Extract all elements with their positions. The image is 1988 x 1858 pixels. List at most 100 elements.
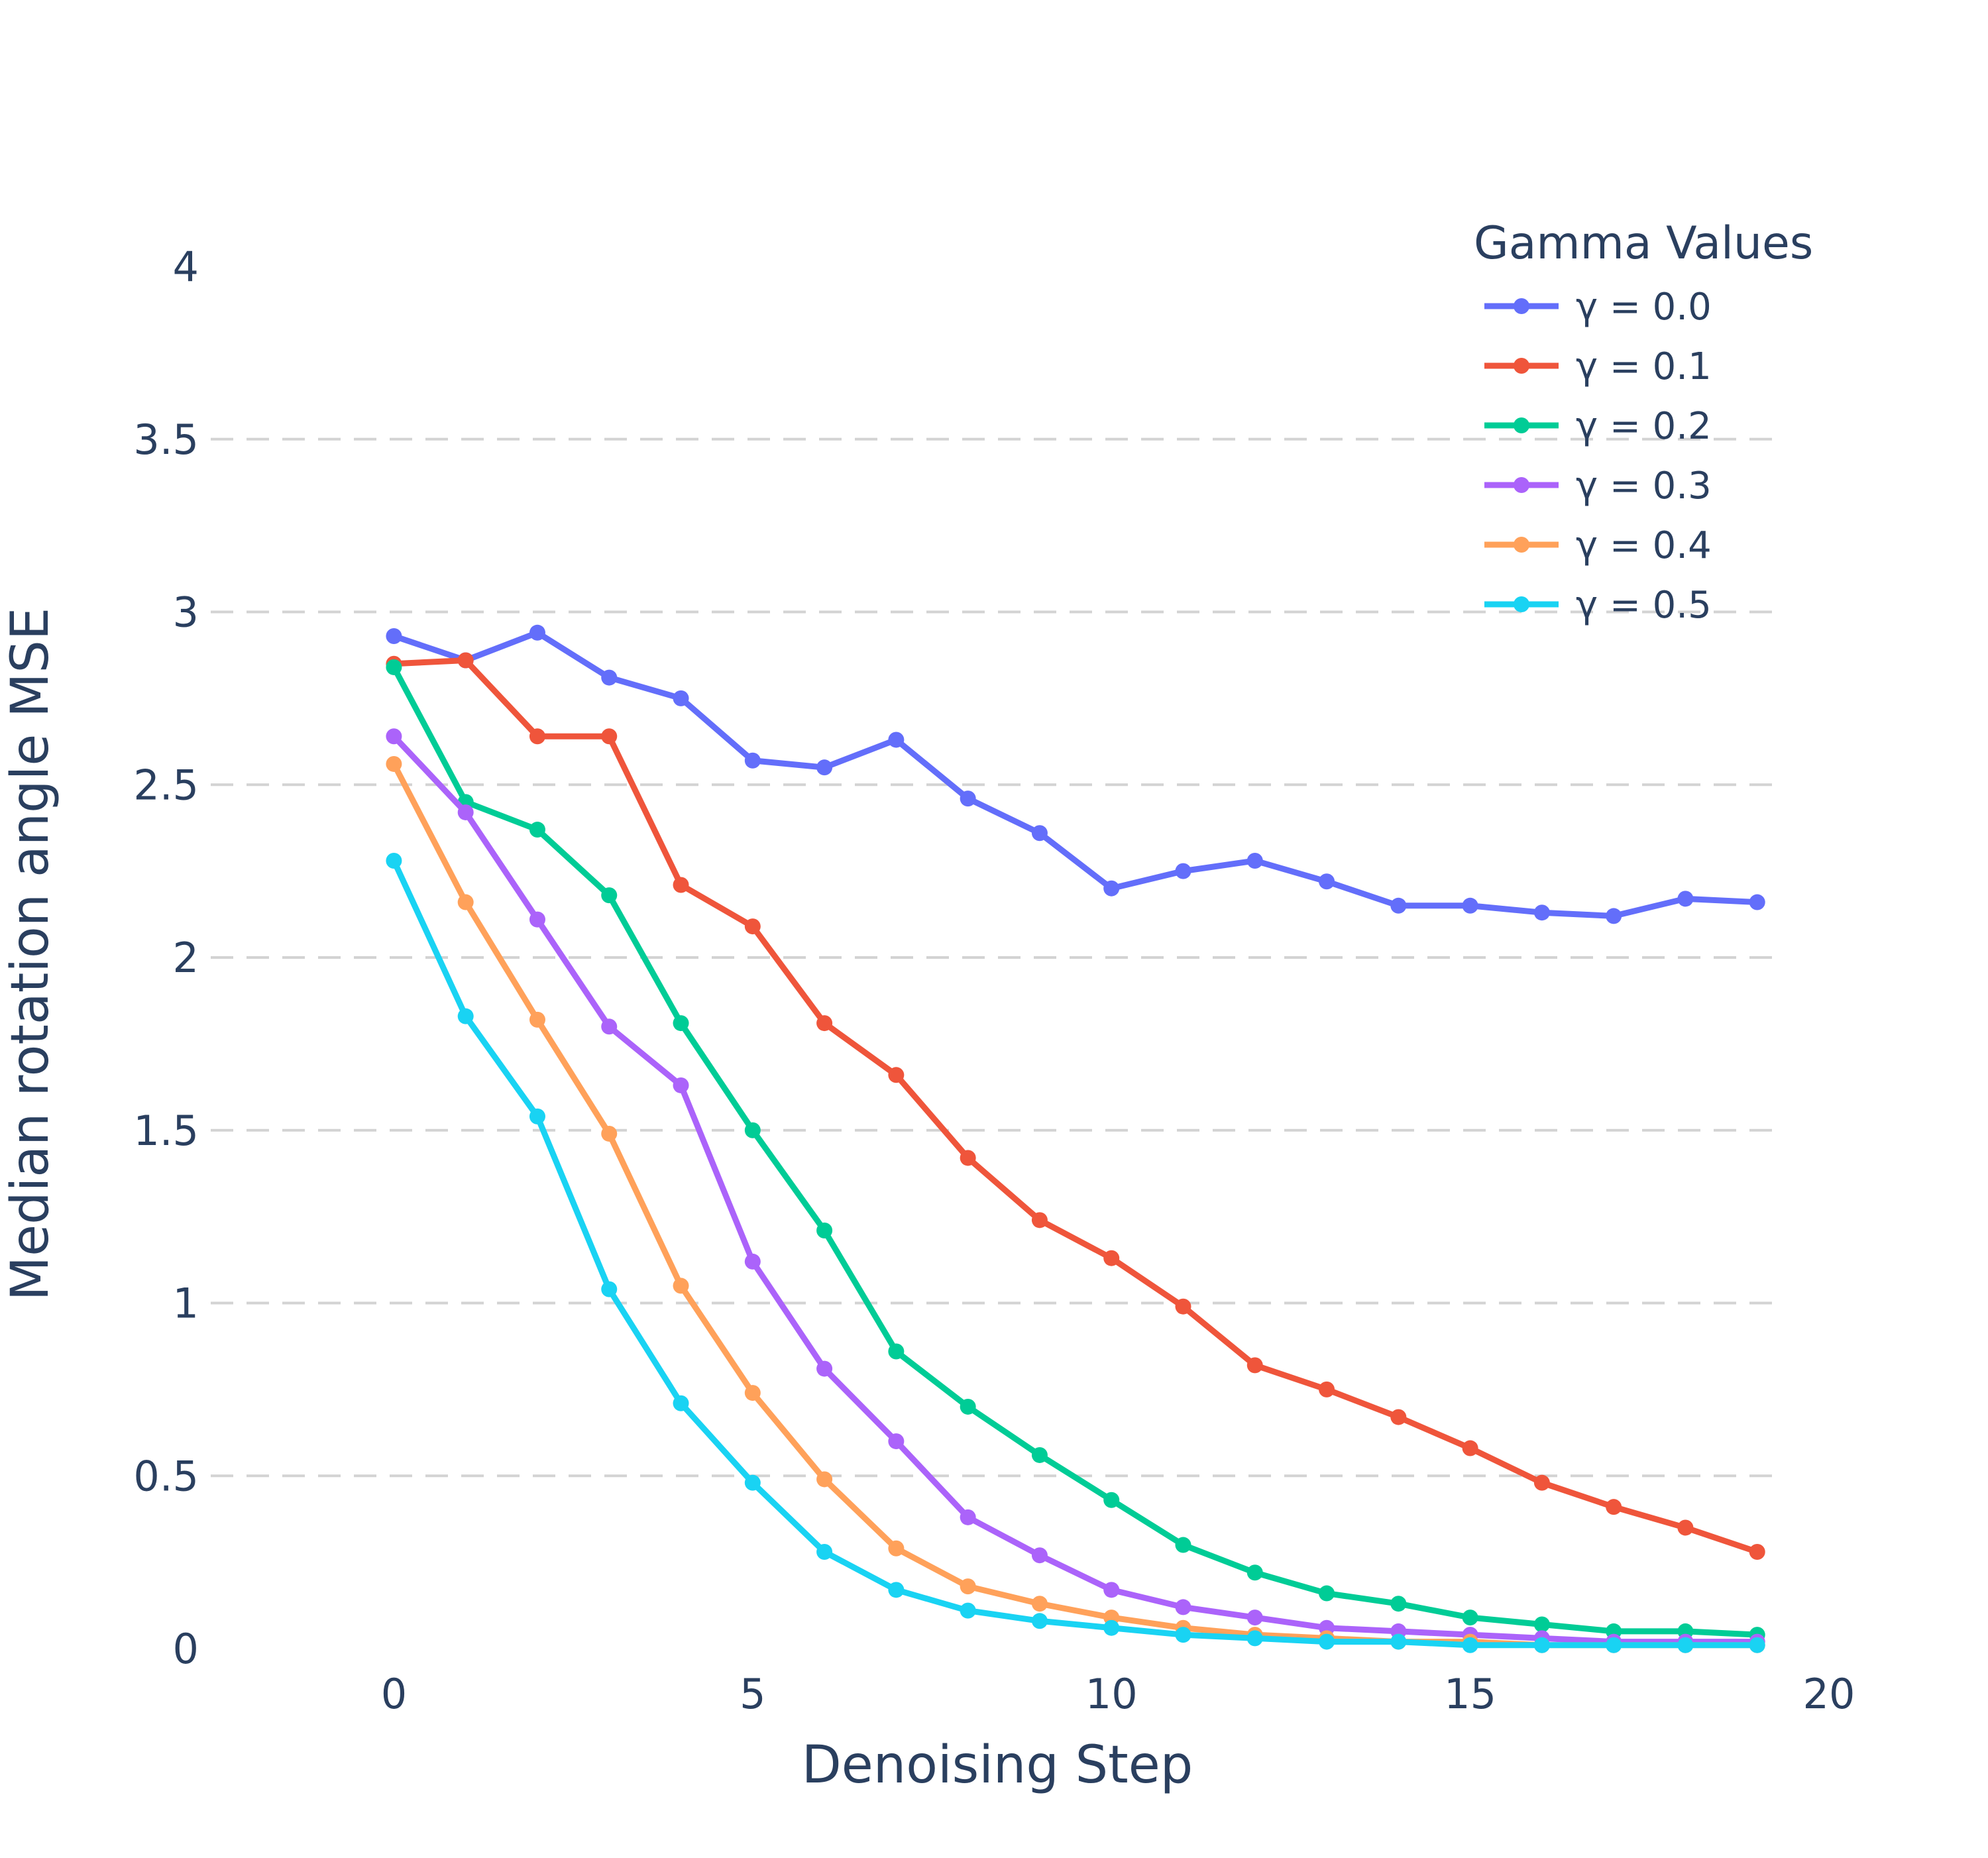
legend-label: γ = 0.0 — [1576, 286, 1712, 329]
data-point — [816, 1471, 833, 1488]
data-point — [601, 887, 618, 904]
y-tick-label: 1 — [173, 1280, 199, 1328]
x-tick-label: 10 — [1085, 1670, 1138, 1718]
data-point — [1175, 1627, 1191, 1643]
data-point — [529, 911, 545, 928]
data-point — [816, 1360, 833, 1377]
data-point — [1749, 1543, 1765, 1560]
data-point — [1462, 1440, 1478, 1456]
x-axis-title: Denoising Step — [802, 1735, 1193, 1795]
series-2 — [386, 659, 1765, 1643]
data-point — [529, 822, 545, 838]
data-point — [816, 1543, 833, 1560]
data-point — [1533, 1637, 1550, 1653]
data-point — [1103, 1492, 1120, 1508]
data-point — [1533, 1474, 1550, 1491]
data-point — [1606, 908, 1622, 924]
data-point — [457, 1008, 474, 1024]
data-point — [601, 1125, 618, 1142]
legend-item-1[interactable]: γ = 0.1 — [1484, 345, 1712, 388]
series-3 — [386, 728, 1765, 1650]
data-point — [386, 755, 402, 772]
data-point — [1677, 1637, 1694, 1653]
legend-item-2[interactable]: γ = 0.2 — [1484, 405, 1712, 448]
data-point — [960, 1150, 976, 1166]
data-point — [1246, 1630, 1263, 1647]
legend-item-4[interactable]: γ = 0.4 — [1484, 524, 1712, 567]
legend-label: γ = 0.5 — [1576, 584, 1712, 627]
data-point — [1103, 1250, 1120, 1266]
series-line — [390, 857, 1761, 1649]
data-point — [386, 728, 402, 745]
data-point — [1319, 1381, 1335, 1397]
data-point — [529, 1108, 545, 1124]
data-point — [601, 1018, 618, 1035]
legend-label: γ = 0.3 — [1576, 465, 1712, 508]
data-point — [1749, 894, 1765, 910]
legend-item-0[interactable]: γ = 0.0 — [1484, 286, 1712, 329]
y-tick-labels: 0 0.5 1 1.5 2 2.5 3 3.5 4 — [133, 243, 199, 1673]
data-point — [1319, 1633, 1335, 1650]
y-tick-label: 3 — [173, 588, 199, 637]
legend-title: Gamma Values — [1474, 217, 1813, 270]
x-tick-label: 20 — [1803, 1670, 1855, 1718]
data-point — [816, 759, 833, 776]
data-point — [1390, 1409, 1407, 1425]
data-point — [1103, 1582, 1120, 1598]
data-point — [457, 804, 474, 820]
legend-items: γ = 0.0 γ = 0.1 γ = 0.2 γ = 0.3 γ = 0.4 γ = 0… — [1484, 286, 1712, 627]
legend-label: γ = 0.4 — [1576, 524, 1712, 567]
y-tick-label: 1.5 — [133, 1107, 199, 1155]
data-point — [529, 1011, 545, 1028]
data-point — [1390, 897, 1407, 914]
series-line — [390, 664, 1761, 1638]
series-5 — [386, 852, 1765, 1653]
legend-item-5[interactable]: γ = 0.5 — [1484, 584, 1712, 627]
data-point — [1175, 1537, 1191, 1553]
data-point — [1031, 1547, 1048, 1564]
data-point — [1462, 1610, 1478, 1626]
data-point — [673, 690, 689, 706]
data-point — [1175, 1599, 1191, 1615]
data-point — [1175, 1298, 1191, 1315]
data-point — [601, 1281, 618, 1297]
data-point — [529, 728, 545, 745]
data-point — [1606, 1637, 1622, 1653]
legend-swatch-marker — [1514, 537, 1529, 553]
data-point — [1319, 1585, 1335, 1602]
data-point — [457, 894, 474, 910]
series-line — [390, 761, 1761, 1649]
data-point — [1103, 1619, 1120, 1636]
data-point — [601, 728, 618, 745]
legend: Gamma Values γ = 0.0γ = 0.1γ = 0.2γ = 0.… — [1474, 217, 1813, 627]
y-tick-label: 2.5 — [133, 761, 199, 809]
y-tick-label: 3.5 — [133, 415, 199, 464]
legend-item-3[interactable]: γ = 0.3 — [1484, 465, 1712, 508]
data-point — [673, 1395, 689, 1411]
data-point — [960, 1578, 976, 1595]
data-point — [1749, 1637, 1765, 1653]
data-point — [386, 852, 402, 869]
x-tick-label: 0 — [381, 1670, 407, 1718]
legend-swatch-marker — [1514, 417, 1529, 433]
data-point — [1390, 1596, 1407, 1612]
y-tick-label: 0 — [173, 1625, 199, 1673]
data-point — [1031, 1613, 1048, 1629]
legend-swatch-marker — [1514, 298, 1529, 314]
x-tick-labels: 0 5 10 15 20 — [381, 1670, 1855, 1718]
data-point — [1175, 863, 1191, 879]
grid-layer — [211, 437, 1776, 1478]
data-point — [601, 669, 618, 686]
series-0 — [386, 624, 1765, 924]
data-point — [1246, 1610, 1263, 1626]
data-point — [816, 1222, 833, 1238]
data-point — [1246, 852, 1263, 869]
data-point — [1031, 825, 1048, 842]
data-point — [386, 659, 402, 675]
x-tick-label: 5 — [740, 1670, 765, 1718]
series-line — [390, 733, 1761, 1645]
data-point — [1533, 1616, 1550, 1633]
series-layer — [386, 624, 1765, 1653]
data-point — [816, 1015, 833, 1032]
